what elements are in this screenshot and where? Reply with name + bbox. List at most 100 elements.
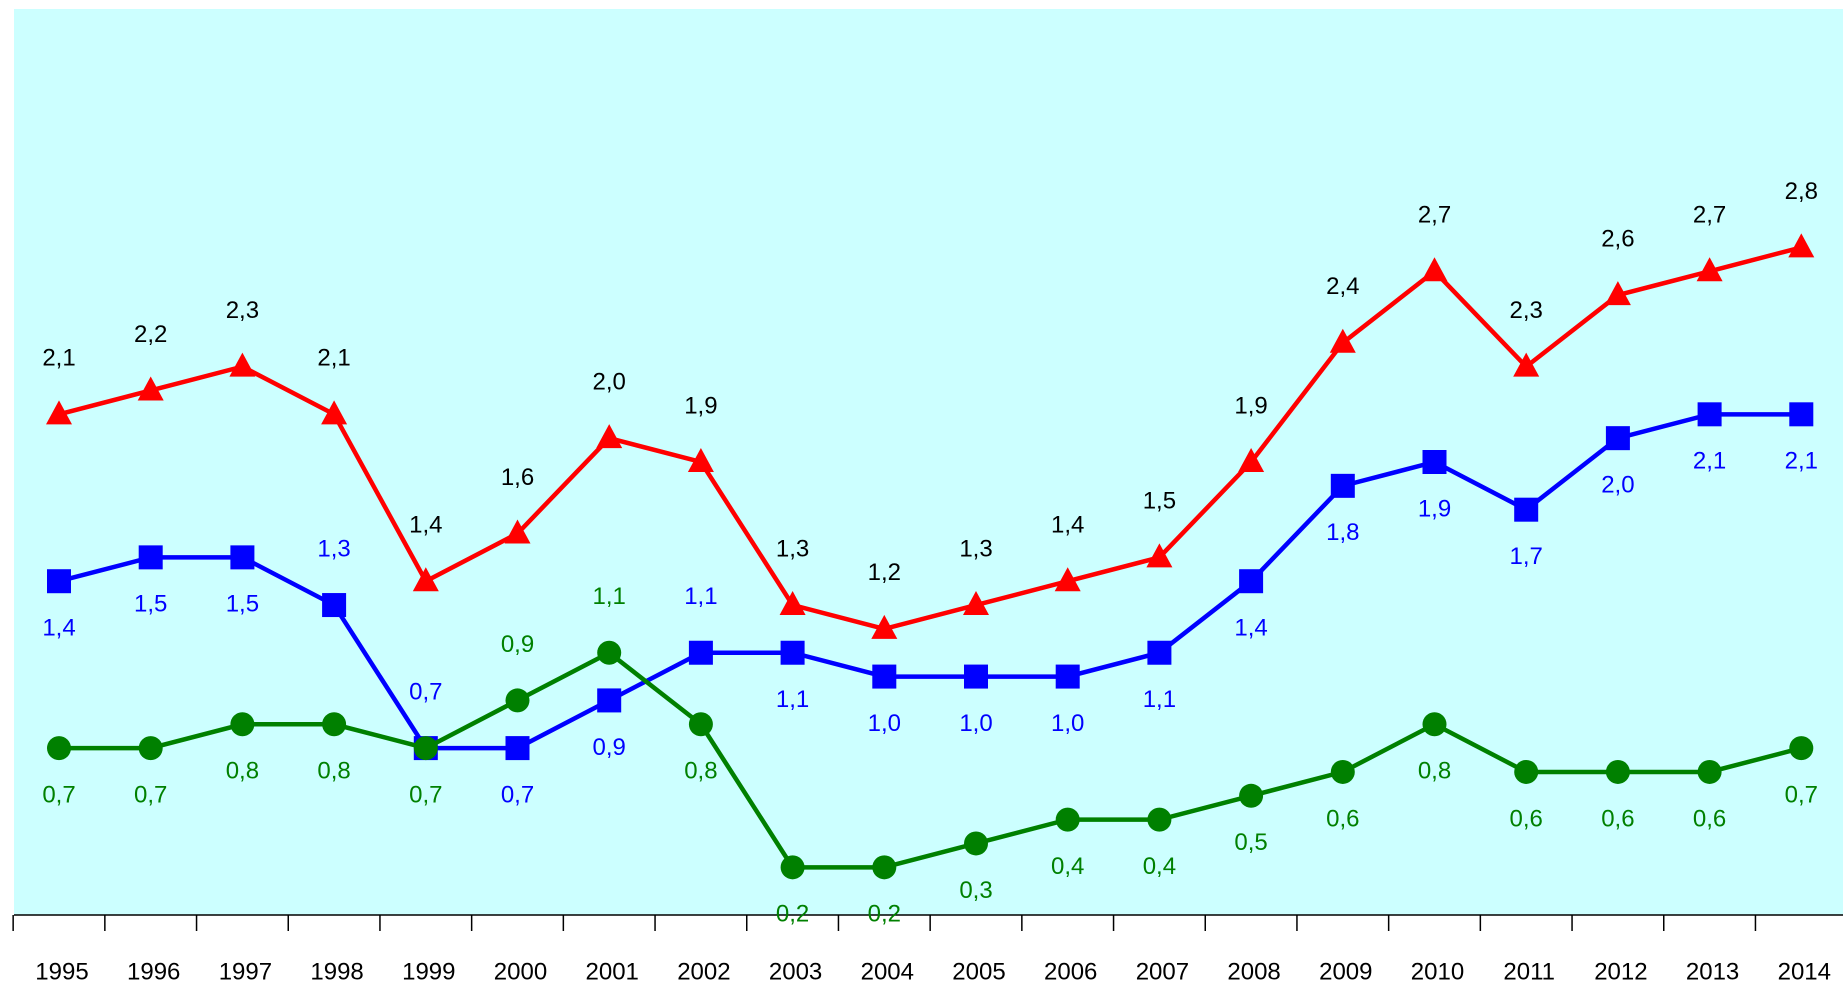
marker <box>1147 640 1172 665</box>
data-label: 1,0 <box>1051 710 1084 737</box>
data-label: 0,6 <box>1510 805 1543 832</box>
marker <box>872 855 897 880</box>
data-label: 2,1 <box>317 345 350 372</box>
x-tick-label: 1999 <box>402 958 455 985</box>
marker <box>46 400 72 425</box>
marker <box>47 569 71 594</box>
data-label: 2,4 <box>1326 273 1359 300</box>
marker <box>1147 807 1172 832</box>
marker <box>1330 759 1355 784</box>
data-label: 0,7 <box>42 781 75 808</box>
marker <box>413 736 438 761</box>
marker <box>47 736 71 761</box>
x-tick-label: 2005 <box>952 958 1005 985</box>
data-label: 1,1 <box>593 583 626 610</box>
marker <box>1697 402 1722 427</box>
x-tick-label: 2010 <box>1411 958 1464 985</box>
x-tick-label: 2000 <box>494 958 547 985</box>
x-tick-label: 2003 <box>769 958 822 985</box>
marker <box>322 712 347 737</box>
marker <box>505 736 530 761</box>
data-label: 0,8 <box>226 758 259 785</box>
data-label: 0,2 <box>868 901 901 928</box>
data-label: 1,0 <box>959 710 992 737</box>
marker <box>597 688 622 713</box>
marker <box>1238 448 1265 472</box>
data-label: 0,5 <box>1234 829 1267 856</box>
data-label: 1,1 <box>684 583 717 610</box>
data-label: 1,3 <box>776 535 809 562</box>
data-label: 1,4 <box>1051 512 1084 539</box>
data-label: 1,5 <box>134 591 167 618</box>
x-tick-label: 2013 <box>1686 958 1739 985</box>
marker <box>1605 426 1630 451</box>
marker <box>964 664 988 689</box>
x-tick-label: 1996 <box>127 958 180 985</box>
marker <box>780 640 805 665</box>
marker <box>137 376 164 401</box>
x-tick-label: 2004 <box>861 958 914 985</box>
marker <box>1514 497 1539 522</box>
data-label: 2,1 <box>1693 448 1726 475</box>
data-label: 1,9 <box>684 392 717 419</box>
marker <box>688 640 713 665</box>
data-label: 0,6 <box>1601 805 1634 832</box>
series-line <box>58 245 1802 632</box>
data-label: 2,2 <box>134 321 167 348</box>
marker <box>1055 807 1080 832</box>
data-label: 2,1 <box>42 345 75 372</box>
data-label: 2,3 <box>1510 297 1543 324</box>
data-label: 1,2 <box>868 559 901 586</box>
marker <box>1054 567 1081 592</box>
marker <box>230 545 255 570</box>
marker <box>1604 281 1631 306</box>
marker <box>1605 759 1630 784</box>
marker <box>1055 664 1080 689</box>
marker <box>779 591 806 616</box>
data-label: 2,7 <box>1693 202 1726 229</box>
data-label: 0,4 <box>1143 853 1176 880</box>
x-tick-label: 2008 <box>1227 958 1280 985</box>
marker <box>964 831 988 856</box>
marker <box>412 567 439 592</box>
marker <box>1239 783 1264 808</box>
marker <box>596 424 623 449</box>
data-label: 0,2 <box>776 901 809 928</box>
data-label: 1,4 <box>1234 615 1267 642</box>
marker <box>504 519 531 544</box>
data-label: 2,0 <box>593 369 626 396</box>
data-label: 1,8 <box>1326 519 1359 546</box>
x-tick-label: 2006 <box>1044 958 1097 985</box>
data-label: 1,1 <box>1143 686 1176 713</box>
marker <box>230 712 255 737</box>
x-tick-label: 2012 <box>1594 958 1647 985</box>
marker <box>872 664 897 689</box>
data-label: 1,9 <box>1234 392 1267 419</box>
marker <box>1789 736 1814 761</box>
x-tick-label: 2014 <box>1778 958 1831 985</box>
data-label: 1,4 <box>409 512 442 539</box>
marker <box>1696 257 1723 282</box>
data-label: 0,8 <box>317 758 350 785</box>
x-tick-label: 1997 <box>219 958 272 985</box>
x-tick-label: 2011 <box>1503 958 1555 985</box>
data-label: 1,5 <box>1143 488 1176 515</box>
marker <box>1330 473 1355 498</box>
marker <box>138 736 163 761</box>
data-label: 1,1 <box>776 686 809 713</box>
marker <box>1513 352 1540 377</box>
x-tick-label: 2001 <box>586 958 639 985</box>
data-label: 1,9 <box>1418 495 1451 522</box>
marker <box>1422 450 1447 474</box>
data-label: 2,1 <box>1785 448 1818 475</box>
marker <box>687 448 714 472</box>
marker <box>963 591 989 616</box>
data-label: 2,7 <box>1418 202 1451 229</box>
data-label: 2,6 <box>1601 225 1634 252</box>
marker <box>1421 257 1448 282</box>
marker <box>138 545 163 570</box>
marker <box>1239 569 1264 594</box>
data-label: 2,8 <box>1785 178 1818 205</box>
marker <box>1788 233 1815 258</box>
